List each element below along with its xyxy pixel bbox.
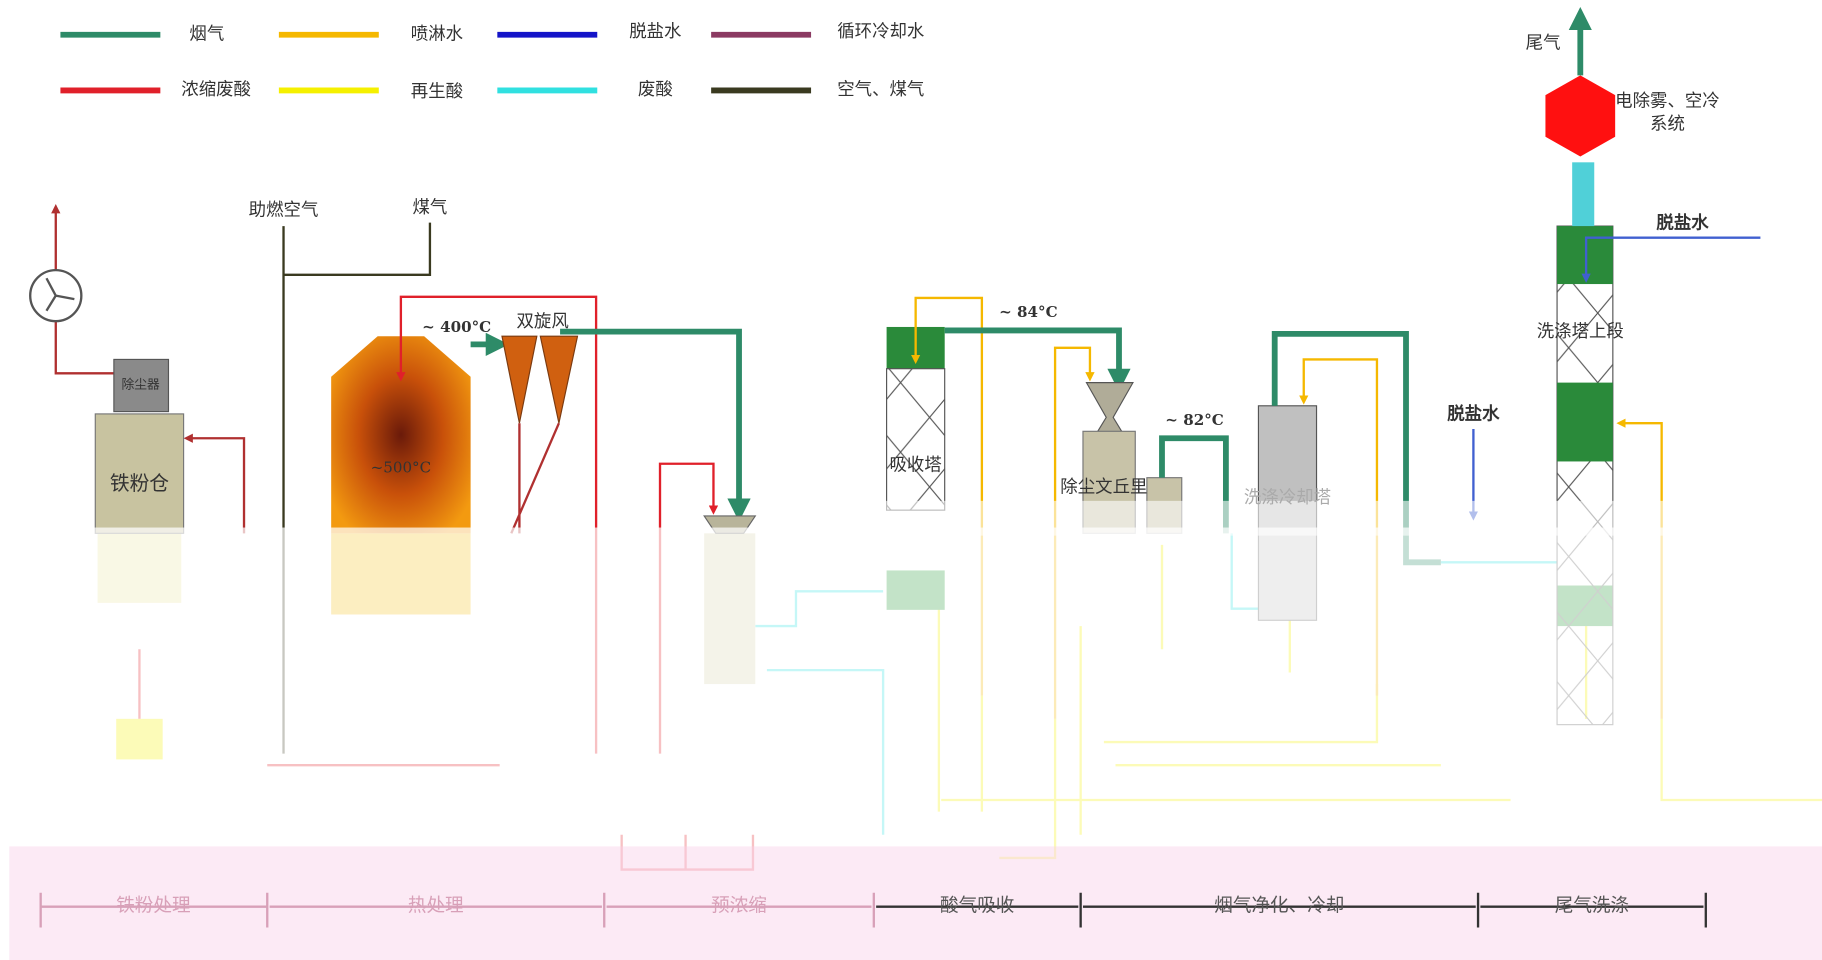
section-label: 酸气吸收 [940,896,1014,917]
legend-label: 空气、煤气 [837,80,924,100]
label: 系统 [1650,115,1685,135]
iron-powder-area [113,358,170,413]
legend-label: 废酸 [638,80,673,100]
fan [29,209,114,375]
venturi [1159,435,1229,534]
washout [9,846,1822,960]
fan [56,209,114,375]
section-markers [39,892,1707,928]
label: 除尘文丘里 [1060,478,1147,498]
section-label: 预浓缩 [711,896,767,917]
legend-label: 再生酸 [411,82,463,102]
label: ~ 400°C [422,318,491,336]
label: ~500°C [371,458,432,476]
tail-scrubber [1545,75,1616,157]
roaster [396,295,598,754]
label: 洗涤冷却塔 [1244,488,1331,508]
label: 脱盐水 [1447,404,1500,425]
roaster [560,328,751,522]
legend-label: 脱盐水 [629,22,681,42]
absorber [944,327,1131,392]
tail-scrubber [1572,162,1595,227]
absorber [886,296,1131,696]
tail-scrubber [1581,236,1761,283]
label: 助燃空气 [249,201,319,221]
label: 洗涤塔上段 [1537,322,1624,342]
legend-label: 浓缩废酸 [181,80,251,100]
roaster [501,335,579,424]
iron-powder-area [94,413,185,534]
iron-powder-area [94,358,246,534]
label: ~ 84°C [999,303,1057,321]
absorber [886,368,946,511]
label: 吸收塔 [890,456,942,476]
label: 煤气 [413,198,448,218]
section-label: 烟气净化、冷却 [1214,896,1344,917]
fan [45,277,75,312]
label: 脱盐水 [1656,212,1709,233]
roaster [331,336,471,534]
label: 双旋风 [517,312,569,332]
label: 铁粉仓 [110,472,170,495]
roaster [510,422,560,534]
section-label: 热处理 [408,896,464,917]
legend-label: 喷淋水 [411,24,463,44]
section-label: 尾气洗涤 [1555,896,1629,917]
label: ~ 82°C [1165,411,1223,429]
legend-label: 循环冷却水 [837,22,924,42]
section-label: 铁粉处理 [116,896,190,917]
label: 尾气 [1526,34,1561,54]
section-markers [876,892,1707,928]
tail-scrubber [1557,382,1613,462]
legend [60,31,812,94]
label: 电除雾、空冷 [1615,92,1720,112]
legend-label: 烟气 [189,24,224,44]
roaster [331,295,751,754]
washout [9,527,1822,960]
washout [883,500,1822,536]
absorber [911,296,984,696]
iron-powder-area [183,433,246,534]
section-markers [39,892,875,928]
label: 除尘器 [121,377,160,392]
